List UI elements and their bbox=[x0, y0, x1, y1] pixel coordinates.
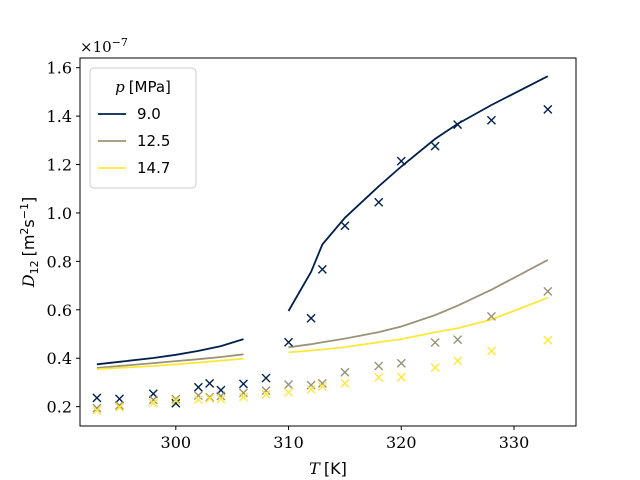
series-marker bbox=[543, 104, 553, 114]
series-marker bbox=[396, 358, 406, 368]
series-marker bbox=[238, 388, 248, 398]
legend-box bbox=[89, 67, 197, 189]
series-marker bbox=[486, 311, 496, 321]
series-marker bbox=[171, 398, 181, 408]
y-axis-label: D12[m2s−1] bbox=[18, 197, 41, 288]
series-marker bbox=[284, 337, 294, 347]
series-marker bbox=[374, 372, 384, 382]
series-marker bbox=[453, 356, 463, 366]
series-marker bbox=[205, 378, 215, 388]
series-line bbox=[96, 353, 244, 369]
series-marker bbox=[216, 391, 226, 401]
series-marker bbox=[114, 400, 124, 410]
x-tick-label: 320 bbox=[386, 433, 417, 452]
legend-label: 12.5 bbox=[137, 132, 170, 150]
series-marker bbox=[216, 394, 226, 404]
x-tick-label: 300 bbox=[161, 433, 192, 452]
series-marker bbox=[486, 346, 496, 356]
series-marker bbox=[453, 120, 463, 130]
series-marker bbox=[317, 382, 327, 392]
legend-label: 14.7 bbox=[137, 159, 170, 177]
series-marker bbox=[306, 380, 316, 390]
series-markers bbox=[92, 104, 553, 416]
series-marker bbox=[340, 221, 350, 231]
y-multiplier: ×10−7 bbox=[80, 36, 128, 56]
y-tick-label: 0.2 bbox=[47, 398, 72, 417]
series-line bbox=[96, 357, 244, 370]
series-marker bbox=[92, 393, 102, 403]
series-marker bbox=[284, 380, 294, 390]
series-marker bbox=[171, 396, 181, 406]
series-marker bbox=[374, 197, 384, 207]
series-line bbox=[288, 259, 549, 349]
series-marker bbox=[171, 394, 181, 404]
series-marker bbox=[306, 313, 316, 323]
series-marker bbox=[317, 378, 327, 388]
y-tick-label: 0.4 bbox=[47, 349, 72, 368]
legend: p [MPa] 9.0 12.5 14.7 bbox=[89, 67, 197, 189]
series-marker bbox=[148, 398, 158, 408]
series-marker bbox=[114, 394, 124, 404]
series-marker bbox=[148, 395, 158, 405]
series-marker bbox=[396, 372, 406, 382]
series-marker bbox=[306, 384, 316, 394]
y-tick-label: 1.2 bbox=[47, 156, 72, 175]
series-marker bbox=[205, 393, 215, 403]
series-marker bbox=[114, 402, 124, 412]
series-marker bbox=[284, 387, 294, 397]
series-marker bbox=[543, 286, 553, 296]
x-axis-label: T [K] bbox=[309, 459, 347, 478]
series-marker bbox=[340, 367, 350, 377]
series-marker bbox=[430, 141, 440, 151]
series-marker bbox=[205, 392, 215, 402]
y-tick-label: 1.6 bbox=[47, 59, 72, 78]
y-axis: 0.2 0.4 0.6 0.8 1.0 1.2 1.4 1.6 bbox=[47, 59, 80, 417]
series-marker bbox=[261, 373, 271, 383]
series-marker bbox=[92, 406, 102, 416]
series-marker bbox=[340, 378, 350, 388]
series-marker bbox=[261, 389, 271, 399]
series-marker bbox=[317, 264, 327, 274]
x-tick-label: 330 bbox=[499, 433, 530, 452]
series-marker bbox=[238, 379, 248, 389]
y-tick-label: 0.8 bbox=[47, 252, 72, 271]
series-marker bbox=[193, 382, 203, 392]
y-tick-label: 0.6 bbox=[47, 301, 72, 320]
x-tick-label: 310 bbox=[273, 433, 304, 452]
series-line bbox=[287, 75, 549, 312]
series-marker bbox=[193, 390, 203, 400]
series-marker bbox=[430, 363, 440, 373]
legend-title: p [MPa] bbox=[115, 78, 171, 96]
y-tick-label: 1.0 bbox=[47, 204, 72, 223]
series-lines bbox=[96, 75, 549, 370]
x-axis: 300 310 320 330 bbox=[161, 426, 530, 452]
series-marker bbox=[453, 335, 463, 345]
plot-frame bbox=[79, 57, 577, 427]
series-marker bbox=[238, 392, 248, 402]
series-marker bbox=[430, 337, 440, 347]
series-marker bbox=[543, 335, 553, 345]
series-marker bbox=[261, 386, 271, 396]
series-line bbox=[288, 296, 549, 354]
series-line bbox=[96, 338, 244, 366]
series-marker bbox=[193, 395, 203, 405]
y-tick-label: 1.4 bbox=[47, 107, 72, 126]
series-marker bbox=[92, 403, 102, 413]
series-marker bbox=[396, 156, 406, 166]
series-marker bbox=[486, 115, 496, 125]
legend-label: 9.0 bbox=[137, 105, 161, 123]
series-marker bbox=[374, 361, 384, 371]
